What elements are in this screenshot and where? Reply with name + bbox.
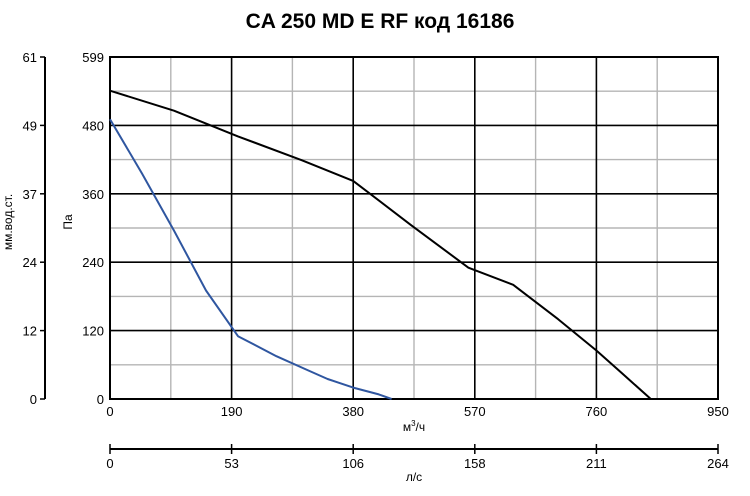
- secondary-x-tick-label: 211: [586, 456, 607, 471]
- secondary-x-tick-label: 158: [464, 456, 486, 471]
- series-line-2: [109, 118, 392, 400]
- y-axis-label: Па: [61, 214, 75, 230]
- x-axis-label: м3/ч: [403, 419, 425, 434]
- secondary-y-axis-label: мм.вод.ст.: [1, 194, 15, 250]
- plot-frame: [109, 56, 719, 400]
- secondary-x-tick-label: 0: [106, 456, 113, 471]
- series-line-1: [109, 89, 652, 400]
- x-tick-label: 380: [342, 404, 364, 419]
- y-tick-label: 0: [97, 392, 104, 407]
- secondary-y-tick-label: 12: [23, 324, 37, 339]
- secondary-x-axis-label: л/с: [406, 470, 422, 484]
- secondary-y-tick-label: 24: [23, 255, 37, 270]
- secondary-y-tick-labels: 0 12 24 37 49 61: [23, 50, 45, 407]
- y-tick-labels: 0 120 240 360 480 599: [82, 50, 104, 407]
- secondary-y-tick-label: 61: [23, 50, 37, 65]
- x-tick-label: 950: [707, 404, 729, 419]
- secondary-y-tick-label: 49: [23, 118, 37, 133]
- secondary-x-tick-label: 106: [342, 456, 364, 471]
- x-tick-label: 190: [221, 404, 243, 419]
- x-tick-label: 0: [106, 404, 113, 419]
- secondary-y-tick-label: 0: [30, 392, 37, 407]
- series-group: [109, 89, 652, 400]
- major-grid: [110, 57, 718, 399]
- secondary-x-tick-labels: 0 53 106 158 211 264: [106, 444, 729, 471]
- x-tick-labels: 0 190 380 570 760 950: [106, 404, 728, 419]
- minor-grid: [110, 57, 718, 399]
- y-tick-label: 480: [82, 118, 104, 133]
- y-tick-label: 240: [82, 255, 104, 270]
- secondary-x-tick-label: 264: [707, 456, 729, 471]
- y-tick-label: 599: [82, 50, 104, 65]
- secondary-x-tick-label: 53: [224, 456, 238, 471]
- chart-title: CA 250 MD E RF код 16186: [246, 10, 515, 33]
- y-tick-label: 120: [82, 324, 104, 339]
- secondary-y-tick-label: 37: [23, 187, 37, 202]
- x-tick-label: 760: [586, 404, 608, 419]
- y-tick-label: 360: [82, 187, 104, 202]
- x-tick-label: 570: [464, 404, 486, 419]
